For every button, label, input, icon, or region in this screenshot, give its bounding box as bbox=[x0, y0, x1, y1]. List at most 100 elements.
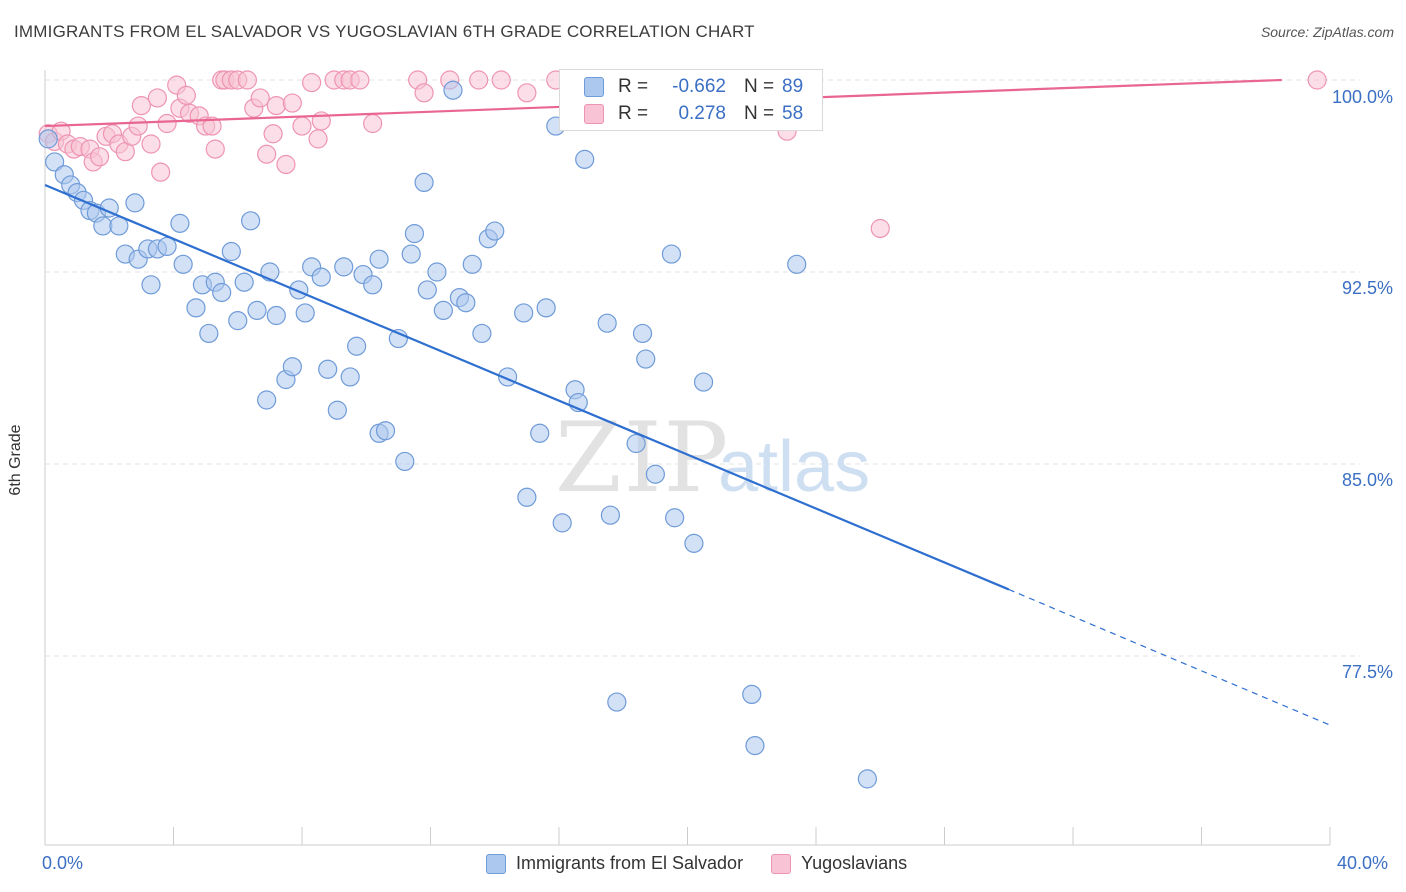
point-el-salvador bbox=[340, 367, 360, 387]
point-yugoslavian bbox=[363, 113, 383, 134]
point-el-salvador bbox=[141, 275, 161, 295]
point-el-salvador bbox=[221, 241, 241, 262]
y-tick-label: 100.0% bbox=[1332, 87, 1393, 107]
point-el-salvador bbox=[186, 298, 206, 318]
legend-n-value: 89 bbox=[782, 76, 804, 97]
point-el-salvador bbox=[363, 275, 383, 295]
point-yugoslavian bbox=[202, 116, 222, 136]
point-el-salvador bbox=[693, 372, 714, 392]
stats-legend: R = -0.662 N = 89 R = 0.278 N = 58 bbox=[559, 69, 823, 131]
point-el-salvador bbox=[45, 152, 65, 172]
point-el-salvador bbox=[173, 254, 193, 274]
legend-item-yugoslavians: Yugoslavians bbox=[771, 853, 907, 874]
point-yugoslavian bbox=[1307, 70, 1327, 90]
series-el-salvador bbox=[38, 80, 878, 789]
point-el-salvador bbox=[645, 464, 665, 484]
x-axis-min-label: 0.0% bbox=[42, 853, 84, 873]
legend-n-label: N = bbox=[744, 76, 775, 97]
point-el-salvador bbox=[684, 533, 704, 553]
legend-swatch-pink bbox=[584, 104, 604, 124]
point-el-salvador bbox=[600, 505, 621, 525]
legend-swatch-blue bbox=[584, 77, 604, 97]
point-yugoslavian bbox=[151, 162, 171, 182]
point-yugoslavian bbox=[176, 85, 196, 105]
legend-r-label: R = bbox=[618, 103, 649, 124]
point-el-salvador bbox=[661, 244, 682, 264]
point-el-salvador bbox=[334, 257, 354, 277]
point-yugoslavian bbox=[302, 72, 322, 93]
point-el-salvador bbox=[575, 149, 595, 169]
point-el-salvador bbox=[327, 400, 347, 420]
watermark: ZIP atlas bbox=[555, 402, 870, 514]
point-yugoslavian bbox=[292, 116, 312, 136]
point-el-salvador bbox=[417, 280, 437, 300]
point-el-salvador bbox=[665, 508, 685, 528]
legend-r-value: -0.662 bbox=[672, 76, 726, 97]
point-el-salvador bbox=[472, 323, 492, 344]
chart-title: IMMIGRANTS FROM EL SALVADOR VS YUGOSLAVI… bbox=[14, 22, 755, 41]
legend-row-el-salvador: R = -0.662 N = 89 bbox=[584, 75, 803, 99]
point-el-salvador bbox=[552, 513, 572, 533]
point-yugoslavian bbox=[250, 88, 270, 108]
point-yugoslavian bbox=[491, 70, 511, 90]
point-yugoslavian bbox=[237, 70, 257, 90]
y-tick-label: 92.5% bbox=[1342, 278, 1393, 298]
point-el-salvador bbox=[414, 172, 434, 192]
point-el-salvador bbox=[369, 249, 389, 269]
series-legend: Immigrants from El Salvador Yugoslavians bbox=[486, 853, 935, 874]
point-yugoslavian bbox=[350, 70, 370, 90]
series-yugoslavians bbox=[38, 70, 1327, 239]
point-yugoslavian bbox=[517, 83, 537, 103]
trend-line-el-salvador bbox=[44, 183, 1010, 591]
point-yugoslavian bbox=[128, 116, 148, 136]
legend-n-label: N = bbox=[744, 103, 775, 124]
point-el-salvador bbox=[626, 433, 646, 454]
point-el-salvador bbox=[212, 282, 232, 303]
point-el-salvador bbox=[170, 213, 190, 233]
point-el-salvador bbox=[247, 300, 267, 320]
point-yugoslavian bbox=[257, 144, 277, 164]
point-el-salvador bbox=[530, 423, 550, 443]
point-el-salvador bbox=[311, 267, 331, 287]
legend-item-el-salvador: Immigrants from El Salvador bbox=[486, 853, 743, 874]
point-el-salvador bbox=[597, 313, 617, 333]
point-el-salvador bbox=[742, 684, 762, 705]
point-el-salvador bbox=[375, 421, 396, 441]
point-el-salvador bbox=[199, 323, 219, 344]
legend-r-label: R = bbox=[618, 76, 649, 97]
point-el-salvador bbox=[228, 311, 248, 331]
point-yugoslavian bbox=[205, 139, 225, 159]
point-yugoslavian bbox=[282, 93, 302, 113]
point-el-salvador bbox=[443, 80, 463, 100]
point-yugoslavian bbox=[90, 147, 110, 167]
point-el-salvador bbox=[347, 336, 367, 356]
legend-swatch-blue bbox=[486, 853, 506, 874]
point-el-salvador bbox=[632, 323, 653, 344]
point-el-salvador bbox=[257, 390, 277, 410]
y-tick-label: 85.0% bbox=[1342, 470, 1393, 490]
point-yugoslavian bbox=[870, 218, 890, 239]
point-el-salvador bbox=[295, 303, 315, 323]
point-yugoslavian bbox=[157, 113, 177, 134]
point-el-salvador bbox=[93, 216, 113, 236]
point-el-salvador bbox=[395, 451, 415, 472]
point-el-salvador bbox=[456, 293, 476, 313]
point-el-salvador bbox=[427, 262, 447, 282]
watermark-atlas: atlas bbox=[718, 427, 870, 507]
point-el-salvador bbox=[404, 224, 425, 244]
point-yugoslavian bbox=[141, 134, 161, 154]
point-el-salvador bbox=[401, 244, 421, 264]
source-credit: Source: ZipAtlas.com bbox=[1260, 24, 1394, 40]
point-yugoslavian bbox=[308, 129, 328, 149]
point-el-salvador bbox=[462, 254, 482, 274]
point-yugoslavian bbox=[414, 83, 434, 103]
y-tick-label: 77.5% bbox=[1342, 662, 1393, 682]
point-el-salvador bbox=[607, 692, 627, 712]
point-el-salvador bbox=[282, 357, 302, 377]
point-el-salvador bbox=[38, 129, 58, 149]
legend-swatch-pink bbox=[771, 853, 792, 874]
point-el-salvador bbox=[517, 487, 537, 507]
x-axis-max-label: 40.0% bbox=[1337, 853, 1389, 873]
point-el-salvador bbox=[787, 254, 807, 274]
